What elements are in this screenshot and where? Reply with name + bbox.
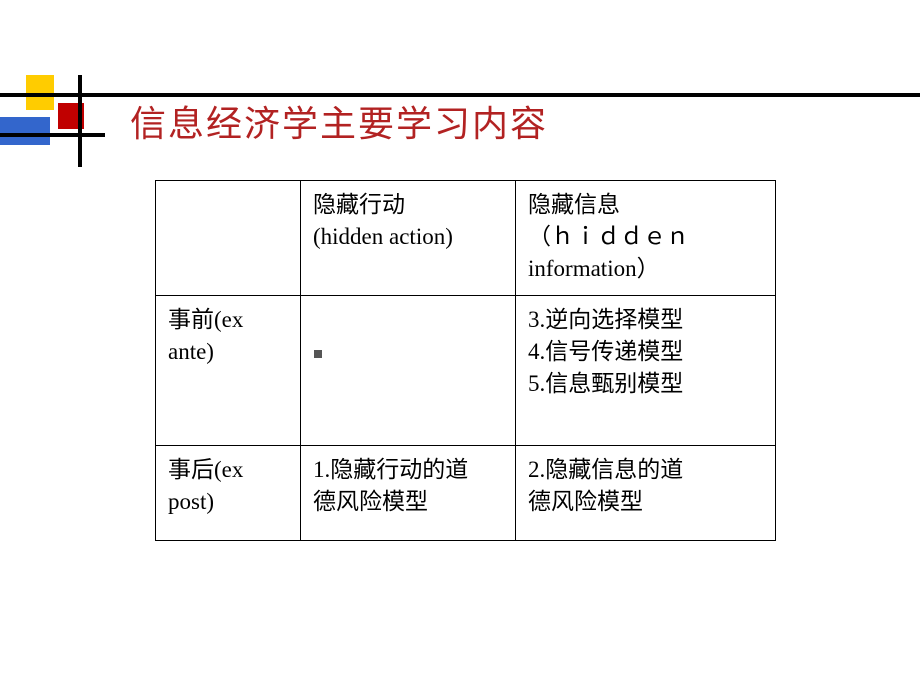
header-cell-hidden-action: 隐藏行动 (hidden action) (301, 181, 516, 296)
content-table: 隐藏行动 (hidden action) 隐藏信息 （ｈｉｄｄｅｎ inform… (155, 180, 775, 541)
deco-blue-square (0, 117, 50, 145)
table-header-row: 隐藏行动 (hidden action) 隐藏信息 （ｈｉｄｄｅｎ inform… (156, 181, 776, 296)
cell-text: (hidden action) (313, 221, 503, 253)
cell-text: 5.信息甄别模型 (528, 368, 763, 400)
row-label-expost: 事后(ex post) (156, 446, 301, 541)
header-cell-hidden-info: 隐藏信息 （ｈｉｄｄｅｎ information） (516, 181, 776, 296)
slide-decoration (0, 75, 110, 165)
cell-expost-action: 1.隐藏行动的道 德风险模型 (301, 446, 516, 541)
cell-text: 隐藏行动 (313, 189, 503, 221)
cell-text: 2.隐藏信息的道 (528, 454, 763, 486)
cell-text: 德风险模型 (313, 486, 503, 518)
cell-text: 3.逆向选择模型 (528, 304, 763, 336)
cell-text: post) (168, 486, 288, 518)
deco-vertical-line (78, 75, 82, 167)
page-indicator-icon (314, 350, 322, 358)
cell-text: information） (528, 253, 763, 285)
table-row-expost: 事后(ex post) 1.隐藏行动的道 德风险模型 2.隐藏信息的道 德风险模… (156, 446, 776, 541)
cell-exante-info: 3.逆向选择模型 4.信号传递模型 5.信息甄别模型 (516, 296, 776, 446)
cell-text: （ｈｉｄｄｅｎ (528, 221, 763, 253)
table-row-exante: 事前(ex ante) 3.逆向选择模型 4.信号传递模型 5.信息甄别模型 (156, 296, 776, 446)
cell-text: 隐藏信息 (528, 189, 763, 221)
cell-text: 4.信号传递模型 (528, 336, 763, 368)
cell-text: 事后(ex (168, 454, 288, 486)
slide-title: 信息经济学主要学习内容 (130, 95, 548, 147)
row-label-exante: 事前(ex ante) (156, 296, 301, 446)
deco-horizontal-line-2 (0, 133, 105, 137)
cell-expost-info: 2.隐藏信息的道 德风险模型 (516, 446, 776, 541)
cell-text: ante) (168, 336, 288, 368)
cell-text: 1.隐藏行动的道 (313, 454, 503, 486)
header-cell-empty (156, 181, 301, 296)
cell-text: 德风险模型 (528, 486, 763, 518)
cell-text: 事前(ex (168, 304, 288, 336)
cell-exante-action (301, 296, 516, 446)
